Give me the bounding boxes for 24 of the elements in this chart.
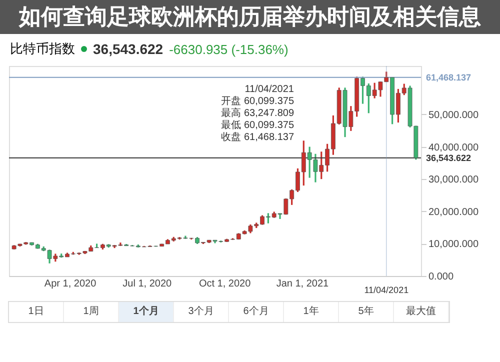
annotation: 11/04/2021 开盘 60,099.375 最高 63,247.809 最低 60,099.375 收盘 61,468.137: [221, 84, 294, 143]
ref-line-label: 61,468.137: [426, 72, 472, 82]
y-tick-label: 30,000.000: [428, 174, 479, 186]
y-tick-label: 40,000.000: [428, 142, 479, 154]
ref-line-label: 11/04/2021: [364, 285, 409, 295]
x-tick-label: Oct 1, 2020: [198, 278, 252, 290]
text: 比特币指数 36,543.622 -6630.935 (-15.36%): [10, 41, 288, 57]
x-tick-label: Apr 1, 2020: [44, 278, 97, 290]
x-tick-label: Jan 1, 2021: [276, 278, 330, 290]
text: 5年: [339, 302, 394, 322]
y-tick-label: 10,000.000: [428, 239, 479, 250]
text: 1日: [9, 302, 64, 322]
y-tick-label: 20,000.000: [428, 206, 479, 218]
text: 1个月: [119, 302, 174, 322]
text: 1周: [64, 302, 119, 322]
text: 6个月: [229, 302, 284, 322]
y-tick-label: 0.000: [428, 272, 454, 282]
text: 3个月: [174, 302, 229, 322]
x-tick-label: Jul 1, 2020: [122, 278, 172, 290]
text: 1年: [284, 302, 339, 322]
chart-title: 如何查询足球欧洲杯的历届举办时间及相关信息: [0, 0, 500, 34]
text: 最大值: [394, 302, 449, 322]
ref-line-label: 36,543.622: [426, 152, 472, 163]
y-tick-label: 50,000.000: [428, 110, 479, 121]
